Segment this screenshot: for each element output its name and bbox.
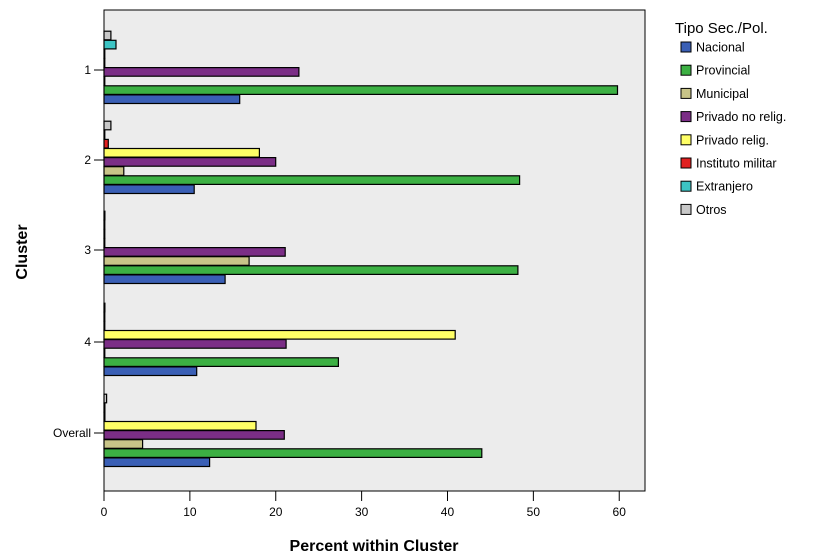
bar-otros-cluster-1 bbox=[103, 30, 112, 41]
legend-label-otros: Otros bbox=[696, 203, 727, 217]
bar-privado-relig--cluster-2 bbox=[103, 147, 260, 158]
bar-provincial-cluster-2 bbox=[103, 175, 521, 186]
y-tick-label-overall: Overall bbox=[53, 426, 91, 440]
x-axis: 0 10 20 30 40 50 60 bbox=[101, 491, 627, 519]
legend-swatch-nacional bbox=[680, 41, 692, 53]
legend-label-provincial: Provincial bbox=[696, 64, 750, 78]
x-tick-label-50: 50 bbox=[527, 505, 541, 519]
legend-swatch-privado-no-relig- bbox=[680, 111, 692, 123]
bar-privado-no-relig--cluster-1 bbox=[103, 66, 300, 77]
bars-group bbox=[103, 30, 619, 468]
bar-provincial-cluster-3 bbox=[103, 265, 519, 275]
legend-title: Tipo Sec./Pol. bbox=[675, 20, 768, 37]
bar-provincial-cluster-overall bbox=[103, 448, 483, 458]
y-axis-title: Cluster bbox=[14, 224, 31, 279]
x-tick-label-30: 30 bbox=[355, 505, 369, 519]
bar-instituto-militar-cluster-overall bbox=[103, 411, 106, 422]
bar-otros-cluster-4 bbox=[103, 302, 106, 313]
bar-nacional-cluster-2 bbox=[103, 184, 195, 195]
y-tick-label-3: 3 bbox=[84, 243, 91, 257]
legend-swatch-extranjero bbox=[680, 180, 692, 192]
bar-municipal-cluster-4 bbox=[103, 348, 106, 358]
bar-privado-relig--cluster-overall bbox=[103, 420, 257, 431]
bar-municipal-cluster-2 bbox=[103, 166, 125, 176]
bar-municipal-cluster-3 bbox=[103, 256, 250, 266]
y-tick-label-2: 2 bbox=[84, 153, 91, 167]
x-tick-label-10: 10 bbox=[183, 505, 197, 519]
bar-instituto-militar-cluster-3 bbox=[103, 228, 106, 239]
bar-otros-cluster-overall bbox=[103, 393, 108, 404]
bar-otros-cluster-3 bbox=[103, 210, 106, 221]
bar-municipal-cluster-1 bbox=[103, 76, 106, 86]
bar-extranjero-cluster-4 bbox=[103, 311, 106, 322]
bar-privado-relig--cluster-1 bbox=[103, 57, 106, 68]
bar-nacional-cluster-overall bbox=[103, 457, 211, 468]
bar-provincial-cluster-4 bbox=[103, 357, 339, 367]
legend-swatch-provincial bbox=[680, 64, 692, 76]
bar-privado-no-relig--cluster-2 bbox=[103, 157, 277, 167]
bar-instituto-militar-cluster-1 bbox=[103, 48, 106, 59]
bar-municipal-cluster-overall bbox=[103, 439, 144, 449]
legend-label-privado-relig-: Privado relig. bbox=[696, 133, 769, 147]
bar-privado-no-relig--cluster-4 bbox=[103, 339, 287, 349]
bar-privado-no-relig--cluster-overall bbox=[103, 430, 285, 440]
x-tick-label-0: 0 bbox=[101, 505, 108, 519]
bar-provincial-cluster-1 bbox=[103, 85, 619, 96]
y-tick-label-4: 4 bbox=[84, 335, 91, 349]
legend: Tipo Sec./Pol. Nacional Provincial Municip… bbox=[675, 20, 786, 217]
bar-nacional-cluster-1 bbox=[103, 94, 241, 105]
bar-instituto-militar-cluster-2 bbox=[103, 138, 109, 149]
legend-swatch-privado-relig- bbox=[680, 134, 692, 146]
legend-label-privado-no-relig-: Privado no relig. bbox=[696, 110, 786, 124]
legend-swatch-otros bbox=[680, 203, 692, 215]
bar-otros-cluster-2 bbox=[103, 120, 112, 131]
bar-extranjero-cluster-overall bbox=[103, 402, 106, 413]
bar-instituto-militar-cluster-4 bbox=[103, 320, 106, 331]
y-tick-label-1: 1 bbox=[84, 63, 91, 77]
bar-privado-no-relig--cluster-3 bbox=[103, 247, 286, 257]
legend-label-instituto-militar: Instituto militar bbox=[696, 157, 777, 171]
x-axis-title: Percent within Cluster bbox=[290, 538, 459, 555]
legend-swatch-instituto-militar bbox=[680, 157, 692, 169]
bar-nacional-cluster-3 bbox=[103, 274, 226, 285]
x-tick-label-40: 40 bbox=[441, 505, 455, 519]
legend-label-nacional: Nacional bbox=[696, 41, 745, 55]
y-axis: 1 2 3 4 Overall bbox=[53, 63, 104, 440]
legend-label-extranjero: Extranjero bbox=[696, 180, 753, 194]
x-tick-label-20: 20 bbox=[269, 505, 283, 519]
bar-extranjero-cluster-3 bbox=[103, 219, 106, 230]
bar-nacional-cluster-4 bbox=[103, 366, 198, 377]
bar-extranjero-cluster-1 bbox=[103, 39, 117, 50]
legend-label-municipal: Municipal bbox=[696, 87, 749, 101]
bar-privado-relig--cluster-4 bbox=[103, 329, 456, 340]
bar-privado-relig--cluster-3 bbox=[103, 237, 106, 248]
bar-extranjero-cluster-2 bbox=[103, 129, 106, 140]
legend-swatch-municipal bbox=[680, 87, 692, 99]
x-tick-label-60: 60 bbox=[613, 505, 627, 519]
